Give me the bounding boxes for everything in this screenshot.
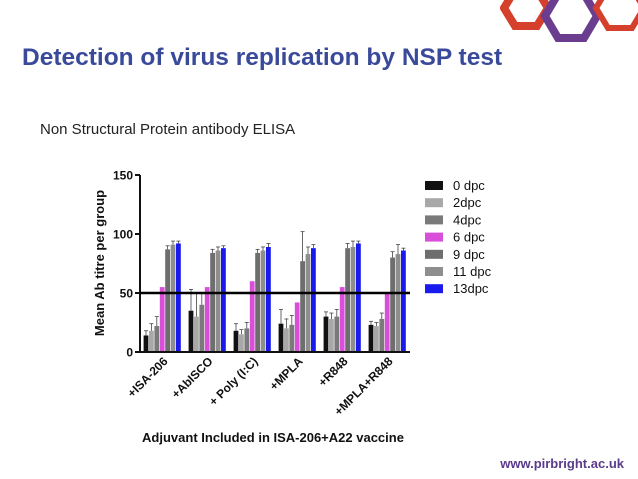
x-tick-label-1: +ISA-206 (125, 354, 171, 400)
legend-label-5: 9 dpc (453, 247, 485, 262)
bar-4-3 (289, 324, 295, 352)
bar-4-2 (284, 328, 289, 352)
bar-4-1 (278, 323, 284, 352)
legend-swatch-7 (425, 284, 443, 294)
legend-label-2: 2dpc (453, 195, 482, 210)
bar-5-5 (345, 248, 350, 352)
bar-2-3 (199, 304, 205, 352)
bar-4-7 (311, 248, 316, 352)
slide-title: Detection of virus replication by NSP te… (22, 44, 503, 71)
bar-4-6 (305, 254, 311, 352)
y-tick-label-1: 0 (126, 346, 133, 360)
bar-2-4 (204, 287, 210, 352)
bar-6-1 (368, 324, 374, 352)
bar-1-7 (176, 243, 181, 352)
bar-6-2 (374, 326, 379, 352)
bar-4-4 (294, 302, 300, 352)
y-tick-label-4: 150 (113, 169, 133, 183)
x-axis-title: Adjuvant Included in ISA-206+A22 vaccine (142, 430, 404, 445)
bar-3-7 (266, 246, 271, 352)
bar-1-2 (149, 330, 154, 352)
y-tick-label-3: 100 (113, 228, 133, 242)
legend-label-7: 13dpc (453, 281, 489, 296)
x-tick-label-3: + Poly (I:C) (206, 354, 260, 408)
legend-swatch-4 (425, 232, 443, 242)
bar-1-1 (143, 335, 149, 352)
bar-6-3 (379, 318, 385, 352)
pirbright-logo-icon (500, 0, 638, 42)
bar-3-2 (239, 334, 244, 352)
bar-5-2 (329, 318, 334, 352)
bar-2-7 (221, 248, 226, 352)
bar-3-6 (260, 250, 266, 352)
bar-1-3 (154, 326, 160, 352)
bar-3-1 (233, 330, 239, 352)
legend-swatch-3 (425, 215, 443, 225)
legend-label-4: 6 dpc (453, 230, 485, 245)
bar-6-6 (395, 254, 401, 352)
x-tick-label-5: +R848 (315, 354, 350, 389)
slide-subtitle: Non Structural Protein antibody ELISA (40, 121, 296, 138)
legend-label-6: 11 dpc (453, 264, 492, 279)
bar-4-5 (300, 261, 305, 352)
bar-2-6 (215, 250, 221, 352)
bar-1-4 (159, 287, 165, 352)
bar-5-1 (323, 316, 329, 352)
bar-6-5 (390, 257, 395, 352)
bar-5-6 (350, 246, 356, 352)
bar-5-7 (356, 243, 361, 352)
bar-1-5 (165, 249, 170, 352)
legend-swatch-1 (425, 181, 443, 190)
y-tick-label-2: 50 (120, 287, 134, 301)
bar-6-7 (401, 250, 406, 352)
bar-3-5 (255, 252, 260, 352)
bar-5-4 (339, 287, 345, 352)
y-axis-title: Mean Ab titre per group (92, 190, 107, 336)
bar-1-6 (170, 244, 176, 352)
legend-label-3: 4dpc (453, 212, 482, 227)
bar-6-4 (384, 293, 390, 352)
bar-5-3 (334, 316, 340, 352)
footer-url: www.pirbright.ac.uk (500, 456, 624, 471)
bar-3-3 (244, 328, 250, 352)
bar-2-1 (188, 310, 194, 352)
legend-swatch-2 (425, 198, 443, 208)
x-tick-label-2: +AbISCO (169, 354, 216, 401)
legend-swatch-5 (425, 249, 443, 259)
bar-3-4 (249, 281, 255, 352)
bar-2-2 (194, 316, 199, 352)
legend-swatch-6 (425, 267, 443, 276)
x-tick-label-4: +MPLA (267, 354, 306, 393)
bar-2-5 (210, 252, 215, 352)
legend-label-1: 0 dpc (453, 178, 485, 193)
